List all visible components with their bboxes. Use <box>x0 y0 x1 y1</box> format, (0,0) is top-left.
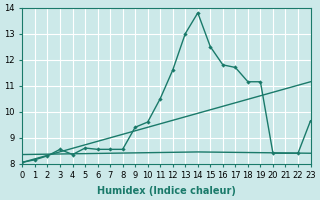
X-axis label: Humidex (Indice chaleur): Humidex (Indice chaleur) <box>97 186 236 196</box>
